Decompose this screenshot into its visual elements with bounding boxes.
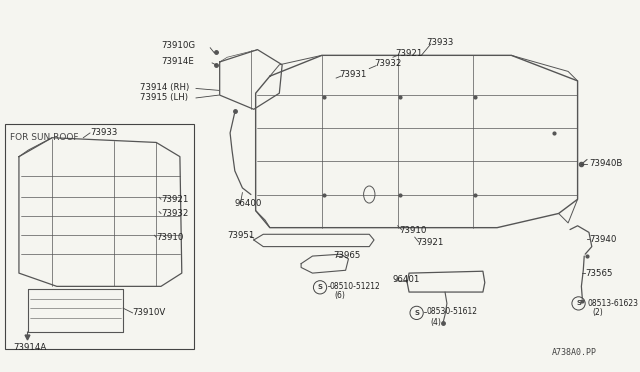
Text: 08530-51612: 08530-51612: [426, 307, 477, 317]
Bar: [4, 124, 194, 349]
Text: 73933: 73933: [426, 38, 454, 46]
Text: 73910: 73910: [399, 226, 427, 235]
Text: 08510-51212: 08510-51212: [330, 282, 380, 291]
Text: 73921: 73921: [396, 49, 423, 58]
Text: 73914E: 73914E: [161, 57, 194, 67]
Text: 96400: 96400: [235, 199, 262, 208]
Text: FOR SUN ROOF: FOR SUN ROOF: [10, 133, 79, 142]
Text: 73932: 73932: [161, 209, 188, 218]
Text: (4): (4): [431, 318, 442, 327]
Text: 73933: 73933: [90, 128, 117, 138]
Text: 73965: 73965: [333, 251, 361, 260]
Text: 96401: 96401: [393, 275, 420, 284]
Text: A738A0.PP: A738A0.PP: [552, 348, 596, 357]
Text: S: S: [576, 301, 581, 307]
Text: 08513-61623: 08513-61623: [587, 299, 638, 308]
Text: 73914A: 73914A: [13, 343, 47, 352]
Text: 73915 (LH): 73915 (LH): [140, 93, 188, 102]
Text: 73914 (RH): 73914 (RH): [140, 83, 189, 92]
Text: 73921: 73921: [417, 238, 444, 247]
Text: 73910: 73910: [156, 232, 184, 242]
Text: 73910G: 73910G: [161, 41, 195, 50]
Text: S: S: [414, 310, 419, 316]
Text: 73940: 73940: [589, 234, 616, 244]
Text: 73940B: 73940B: [589, 159, 622, 168]
Text: 73921: 73921: [161, 195, 188, 204]
Text: 73932: 73932: [374, 60, 401, 68]
Text: S: S: [317, 284, 323, 290]
Text: 73910V: 73910V: [132, 308, 166, 317]
Text: (6): (6): [334, 291, 345, 300]
Text: 73951: 73951: [227, 231, 255, 240]
Text: 73565: 73565: [585, 269, 612, 278]
Text: (2): (2): [593, 308, 604, 317]
Text: 73931: 73931: [339, 70, 366, 79]
